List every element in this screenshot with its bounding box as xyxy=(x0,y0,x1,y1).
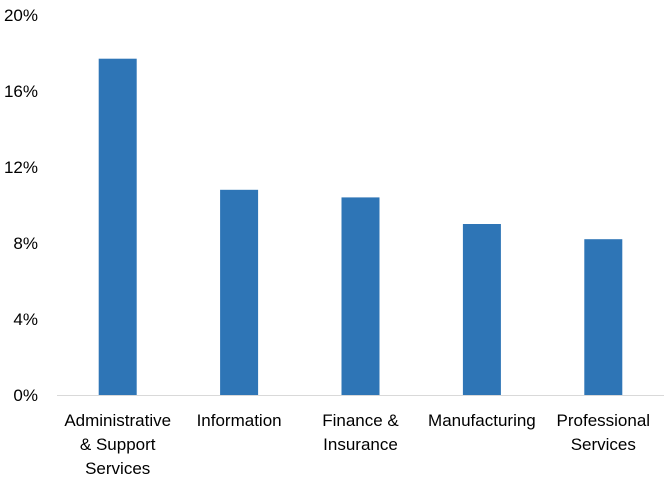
y-axis-ticks: 0% 4% 8% 12% 16% 20% xyxy=(4,6,38,405)
x-axis-labels: Administrative & Support Services Informati… xyxy=(64,411,650,478)
x-category-label: Manufacturing xyxy=(428,411,536,430)
bars-group xyxy=(98,58,623,395)
x-category-label-line: & Support xyxy=(80,435,156,454)
y-tick-label: 8% xyxy=(13,234,38,253)
x-category-label-line: Services xyxy=(85,459,150,478)
bar xyxy=(341,197,380,395)
bar xyxy=(220,189,259,395)
x-category-label-line: Finance & xyxy=(322,411,399,430)
x-category-label-line: Administrative xyxy=(64,411,171,430)
x-category-label: Information xyxy=(197,411,282,430)
y-tick-label: 4% xyxy=(13,310,38,329)
bar xyxy=(584,239,623,395)
y-tick-label: 16% xyxy=(4,82,38,101)
x-category-label-line: Insurance xyxy=(323,435,398,454)
x-category-label-line: Services xyxy=(571,435,636,454)
y-tick-label: 20% xyxy=(4,6,38,25)
x-category-label: Finance & Insurance xyxy=(322,411,399,454)
bar xyxy=(462,224,501,395)
x-category-label-line: Information xyxy=(197,411,282,430)
x-category-label: Professional Services xyxy=(557,411,651,454)
x-category-label: Administrative & Support Services xyxy=(64,411,171,478)
y-tick-label: 0% xyxy=(13,386,38,405)
x-category-label-line: Professional xyxy=(557,411,651,430)
x-category-label-line: Manufacturing xyxy=(428,411,536,430)
y-tick-label: 12% xyxy=(4,158,38,177)
bar xyxy=(98,58,137,395)
